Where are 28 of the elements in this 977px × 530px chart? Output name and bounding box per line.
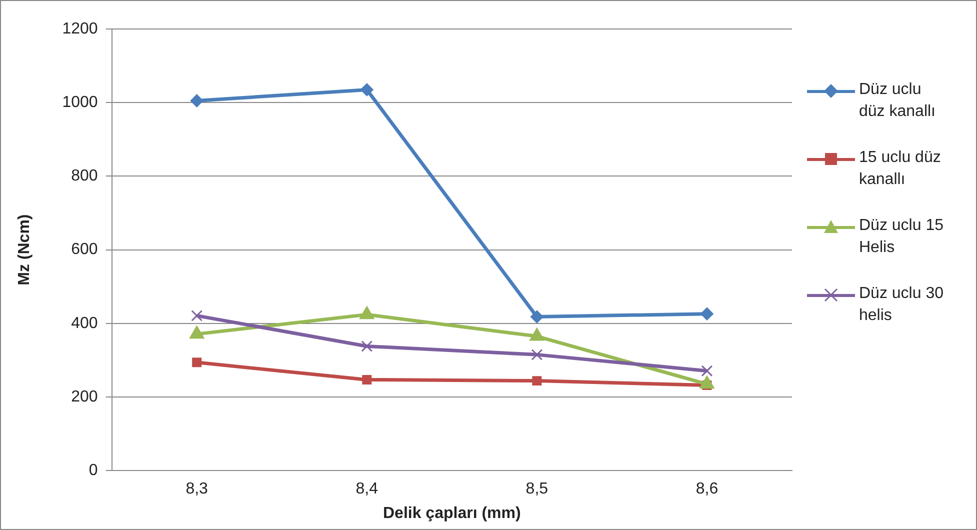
legend-label: Düz uclu 30 helis xyxy=(859,284,944,326)
legend-label: Düz uclu 15 Helis xyxy=(859,216,944,258)
x-axis-title: Delik çapları (mm) xyxy=(382,504,521,522)
y-tick-label: 1000 xyxy=(62,94,98,112)
x-tick-label: 8,5 xyxy=(526,480,548,498)
point xyxy=(362,374,372,384)
point xyxy=(190,94,204,108)
y-axis-title: Mz (Ncm) xyxy=(16,214,34,286)
point xyxy=(192,358,202,368)
y-tick-label: 0 xyxy=(88,462,98,480)
x-tick-label: 8,6 xyxy=(696,480,718,498)
legend-label: Düz uclu düz kanallı xyxy=(859,80,936,122)
x-tick-label: 8,3 xyxy=(186,480,208,498)
y-tick-label: 600 xyxy=(71,241,98,258)
legend-label: 15 uclu düz kanallı xyxy=(859,148,942,190)
y-tick-label: 200 xyxy=(71,388,98,406)
point xyxy=(531,348,543,360)
point xyxy=(532,376,542,386)
y-tick-label: 800 xyxy=(71,168,98,185)
point xyxy=(360,83,374,96)
x-tick-label: 8,4 xyxy=(356,480,378,498)
point xyxy=(361,340,373,352)
y-tick-label: 1200 xyxy=(62,20,98,38)
point xyxy=(701,365,713,377)
point xyxy=(191,310,203,322)
point xyxy=(700,307,714,320)
y-tick-label: 400 xyxy=(71,314,98,332)
point xyxy=(530,310,544,324)
